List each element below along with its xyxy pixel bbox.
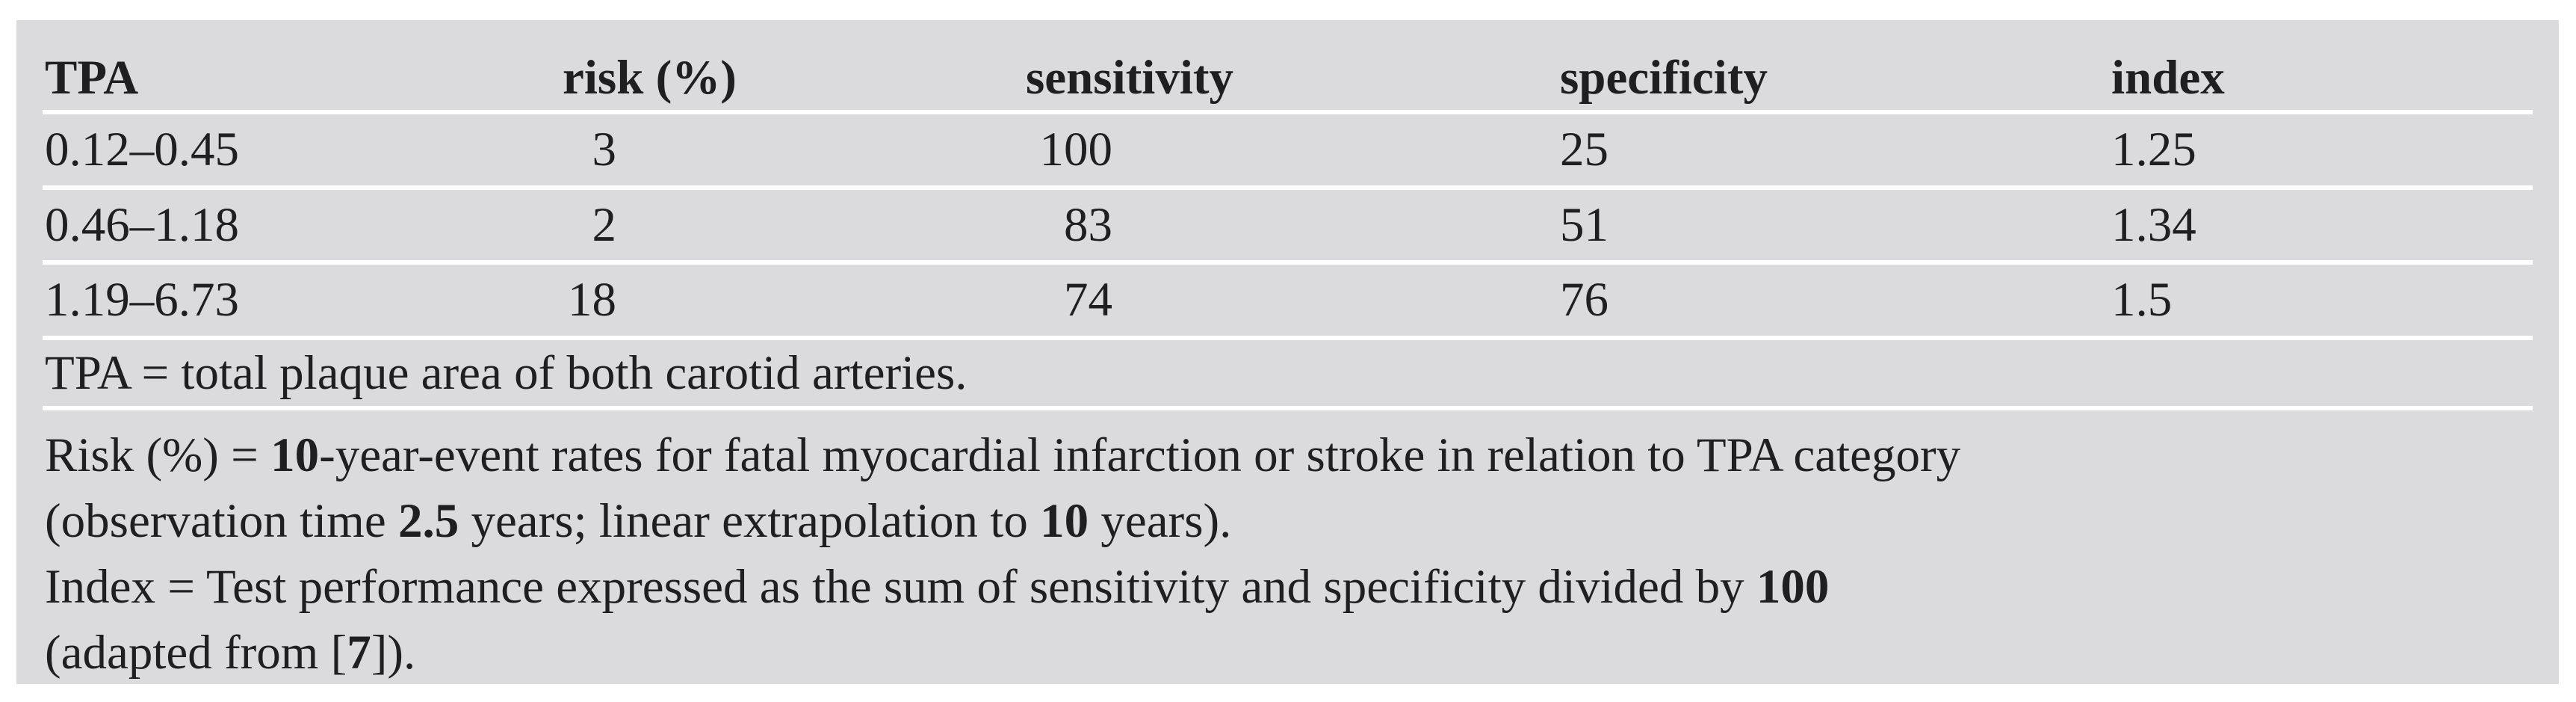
cell-tpa-range: 0.12–0.45 [45,123,239,176]
footnote-risk-definition-line1: Risk (%) = 10-year-event rates for fatal… [45,422,2559,488]
tpa-risk-table-panel: TPA risk (%) sensitivity specificity ind… [16,20,2559,684]
cell-risk: 3 [592,123,617,176]
cell-risk: 2 [592,197,617,252]
footnote-index-definition-line2: (adapted from [7]). [45,620,2559,686]
column-header-tpa: TPA [45,51,139,105]
column-header-sensitivity: sensitivity [1026,51,1234,105]
row-separator [43,406,2533,410]
footnote-tpa-definition-row: TPA = total plaque area of both carotid … [16,340,2559,406]
cell-sensitivity: 100 [1039,123,1113,176]
footnote-text-segment: (adapted from [ [45,626,347,680]
cell-specificity: 76 [1560,273,1609,327]
footnote-index-definition-line1: Index = Test performance expressed as th… [45,554,2559,620]
column-header-index: index [2111,51,2225,105]
footnote-tpa-definition: TPA = total plaque area of both carotid … [45,340,967,406]
row-separator [43,336,2533,340]
footnote-text-segment: (observation time [45,494,398,548]
cell-sensitivity: 83 [1064,197,1112,252]
row-separator [43,110,2533,114]
footnote-risk-definition-line2: (observation time 2.5 years; linear extr… [45,488,2559,554]
footnote-text-segment: ]). [371,626,416,680]
row-separator [43,260,2533,265]
cell-specificity: 25 [1560,123,1609,176]
footnote-text-segment: years; linear extrapolation to [459,494,1041,548]
table-header-row: TPA risk (%) sensitivity specificity ind… [16,20,2559,110]
cell-index: 1.5 [2111,273,2173,327]
table-row: 0.46–1.18 2 83 51 1.34 [16,190,2559,260]
footnote-text-segment: 7 [347,626,371,680]
cell-index: 1.25 [2111,123,2196,176]
cell-sensitivity: 74 [1064,273,1112,327]
table-row: 1.19–6.73 18 74 76 1.5 [16,265,2559,336]
footnote-text-segment: 2.5 [397,494,459,548]
column-header-specificity: specificity [1560,51,1768,105]
row-separator [43,185,2533,190]
column-header-risk: risk (%) [563,51,737,105]
table-row: 0.12–0.45 3 100 25 1.25 [16,114,2559,185]
footnote-block: Risk (%) = 10-year-event rates for fatal… [16,410,2559,686]
cell-risk: 18 [568,273,616,327]
footnote-text-segment: 100 [1756,560,1830,614]
footnote-text-segment: years). [1089,494,1232,548]
footnote-text-segment: 10 [270,428,320,482]
footnote-text-segment: TPA = total plaque area of both carotid … [45,345,967,400]
footnote-text-segment: Risk (%) = [45,428,271,482]
footnote-text-segment: Index = Test performance expressed as th… [45,560,1756,614]
cell-specificity: 51 [1560,197,1609,252]
footnote-text-segment: -year-event rates for fatal myocardial i… [319,428,1961,482]
cell-tpa-range: 1.19–6.73 [45,273,239,327]
cell-index: 1.34 [2111,197,2196,252]
footnote-text-segment: 10 [1040,494,1089,548]
cell-tpa-range: 0.46–1.18 [45,197,239,252]
